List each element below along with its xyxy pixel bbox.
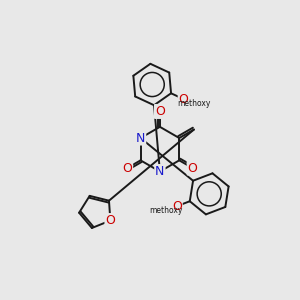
Text: N: N <box>155 165 165 178</box>
Text: O: O <box>122 162 132 175</box>
Text: O: O <box>188 162 197 175</box>
Text: methoxy: methoxy <box>149 206 183 215</box>
Text: methoxy: methoxy <box>177 100 211 109</box>
Text: N: N <box>136 131 145 145</box>
Text: O: O <box>179 93 189 106</box>
Text: O: O <box>105 214 115 227</box>
Text: O: O <box>172 200 182 213</box>
Text: O: O <box>155 105 165 118</box>
